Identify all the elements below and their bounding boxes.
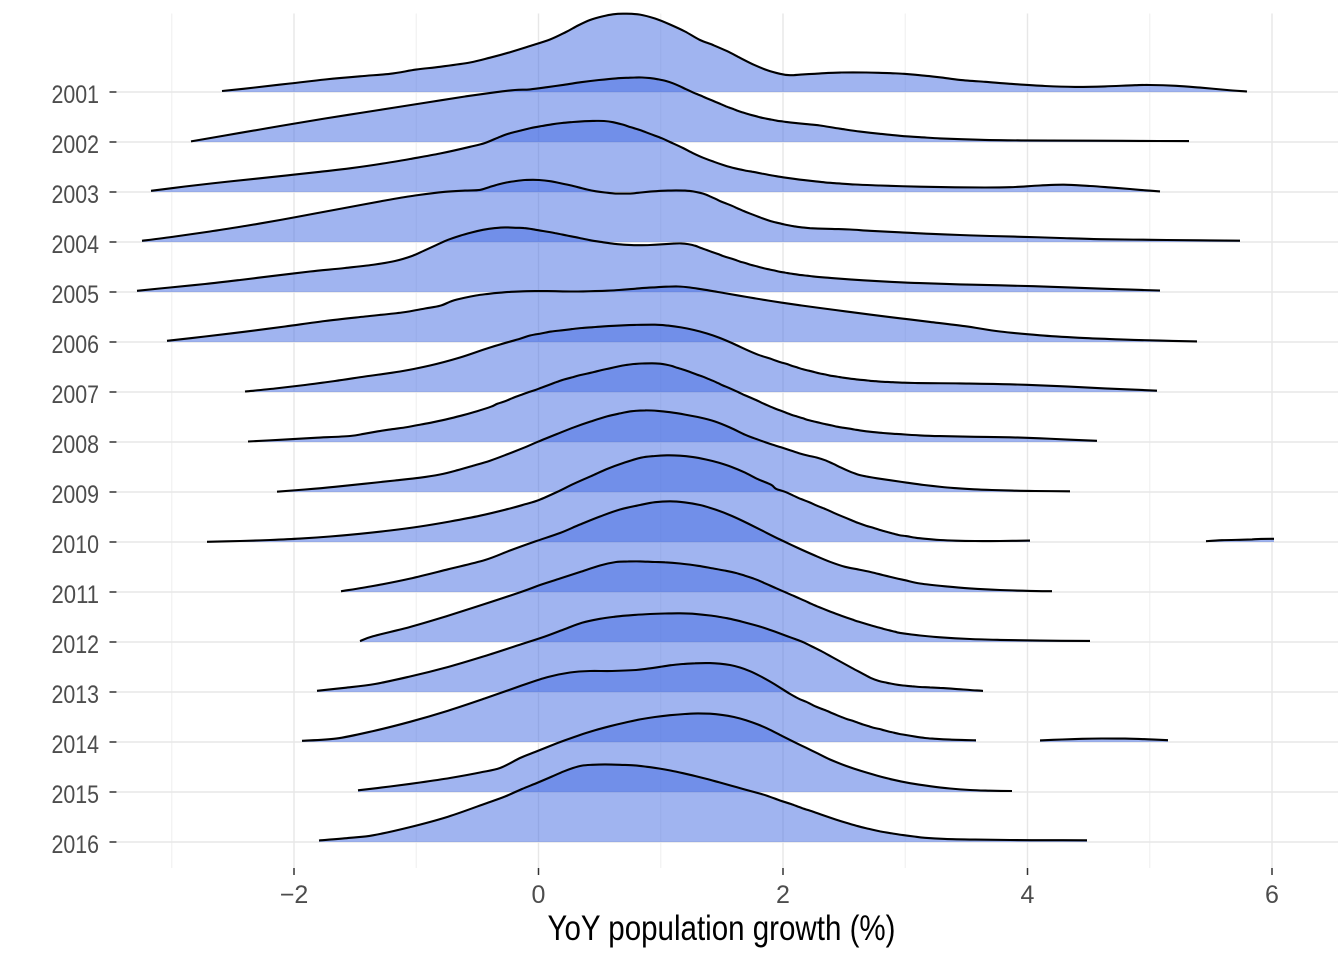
svg-text:2012: 2012 [52, 631, 100, 659]
svg-text:2007: 2007 [52, 381, 100, 409]
svg-text:2006: 2006 [52, 331, 100, 359]
svg-text:2001: 2001 [52, 81, 100, 109]
svg-text:2005: 2005 [52, 281, 100, 309]
svg-text:4: 4 [1021, 881, 1035, 909]
svg-text:2016: 2016 [52, 831, 100, 859]
svg-text:2002: 2002 [52, 131, 100, 159]
svg-text:2: 2 [776, 881, 790, 909]
svg-text:2009: 2009 [52, 481, 100, 509]
svg-text:2003: 2003 [52, 181, 100, 209]
svg-text:6: 6 [1265, 881, 1279, 909]
svg-text:2010: 2010 [52, 531, 100, 559]
svg-text:2015: 2015 [52, 781, 100, 809]
svg-text:YoY population growth (%): YoY population growth (%) [548, 908, 896, 948]
svg-text:0: 0 [532, 881, 546, 909]
svg-text:2013: 2013 [52, 681, 100, 709]
svg-text:2008: 2008 [52, 431, 100, 459]
svg-text:2014: 2014 [52, 731, 100, 759]
svg-text:2004: 2004 [52, 231, 100, 259]
svg-text:−2: −2 [280, 881, 309, 909]
svg-text:2011: 2011 [52, 581, 100, 609]
